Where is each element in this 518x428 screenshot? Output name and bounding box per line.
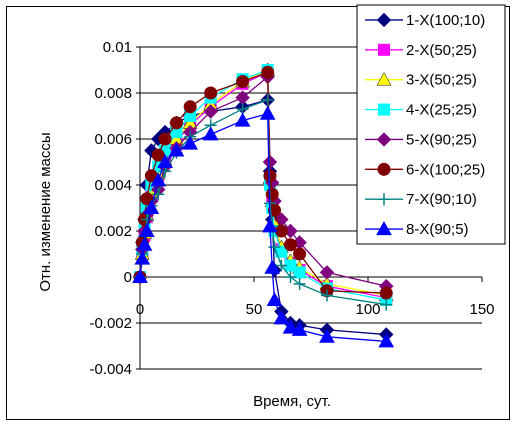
- data-point: [132, 268, 148, 283]
- data-point: [282, 319, 299, 334]
- legend-marker: [378, 193, 390, 206]
- data-point: [140, 192, 154, 206]
- x-tick-label: 150: [469, 301, 494, 318]
- x-tick-label: 0: [136, 301, 144, 318]
- data-point: [320, 289, 333, 302]
- data-point: [150, 172, 167, 187]
- y-tick-label: 0: [124, 269, 132, 286]
- series-layer: [132, 62, 395, 348]
- data-point: [266, 291, 283, 306]
- legend-label: 7-X(90;10): [406, 191, 477, 208]
- data-point: [293, 277, 306, 290]
- legend-marker: [378, 43, 390, 56]
- data-point: [319, 328, 335, 343]
- data-point: [273, 310, 290, 325]
- data-point: [293, 247, 307, 261]
- series-5: [132, 69, 394, 294]
- data-point: [379, 286, 393, 300]
- legend-item: 4-X(25;25): [365, 102, 477, 119]
- y-tick-label: 0.004: [94, 177, 132, 194]
- legend-label: 6-X(100;25): [406, 161, 485, 178]
- legend-marker: [376, 132, 392, 147]
- y-tick-label: -0.004: [89, 361, 132, 378]
- data-point: [378, 333, 395, 348]
- data-point: [143, 199, 160, 214]
- y-tick-label: -0.002: [89, 315, 132, 332]
- data-point: [182, 135, 199, 150]
- series-line: [139, 71, 387, 294]
- data-point: [136, 236, 153, 251]
- data-point: [262, 218, 278, 233]
- y-tick-label: 0.002: [94, 223, 132, 240]
- data-point: [275, 259, 288, 272]
- legend-item: 3-X(50;25): [365, 72, 477, 89]
- legend-marker: [378, 103, 390, 116]
- legend-label: 4-X(25;25): [406, 102, 477, 119]
- series-line: [139, 75, 387, 287]
- legend: 1-X(100;10) 2-X(50;25) 3-X(50;25) 4-X(25;25…: [356, 4, 506, 245]
- data-point: [168, 142, 185, 157]
- data-point: [234, 112, 251, 127]
- x-tick-label: 50: [246, 301, 263, 318]
- legend-item: 8-X(90;5): [365, 221, 469, 238]
- y-tick-label: 0.008: [94, 85, 132, 102]
- data-point: [202, 126, 219, 141]
- data-point: [236, 75, 250, 88]
- y-tick-label: 0.006: [94, 131, 132, 148]
- legend-marker: [376, 12, 392, 28]
- data-point: [138, 222, 155, 237]
- data-point: [291, 321, 308, 336]
- data-point: [265, 187, 279, 201]
- data-point: [259, 105, 276, 120]
- x-tick-label: 100: [355, 301, 380, 318]
- data-point: [284, 271, 297, 283]
- legend-item: 7-X(90;10): [365, 191, 477, 208]
- legend-label: 2-X(50;25): [406, 42, 477, 59]
- data-point: [261, 93, 274, 106]
- data-point: [283, 238, 297, 252]
- series-line: [139, 68, 387, 297]
- data-point: [264, 259, 281, 274]
- data-point: [319, 265, 335, 280]
- legend-marker: [377, 162, 391, 176]
- data-point: [134, 250, 151, 265]
- data-point: [169, 116, 183, 130]
- legend-item: 1-X(100;10): [365, 12, 485, 29]
- data-point: [183, 100, 197, 114]
- y-tick-label: 0.01: [103, 39, 132, 56]
- legend-label: 1-X(100;10): [406, 12, 485, 29]
- legend-item: 5-X(90;25): [365, 131, 477, 148]
- data-point: [204, 86, 218, 100]
- x-axis-title: Время, сут.: [253, 393, 331, 410]
- series-8: [132, 105, 395, 348]
- y-axis-title: Отн. изменение массы: [37, 132, 54, 291]
- data-point: [261, 65, 275, 79]
- legend-label: 5-X(90;25): [406, 131, 477, 148]
- legend-label: 3-X(50;25): [406, 72, 477, 89]
- legend-marker: [376, 72, 392, 86]
- data-point: [157, 153, 173, 168]
- data-point: [380, 298, 393, 311]
- data-point: [158, 132, 172, 146]
- data-point: [151, 148, 165, 162]
- data-point: [203, 104, 218, 119]
- legend-item: 6-X(100;25): [365, 161, 485, 178]
- legend-item: 2-X(50;25): [365, 42, 477, 59]
- legend-marker: [376, 221, 392, 236]
- legend-label: 8-X(90;5): [406, 221, 469, 238]
